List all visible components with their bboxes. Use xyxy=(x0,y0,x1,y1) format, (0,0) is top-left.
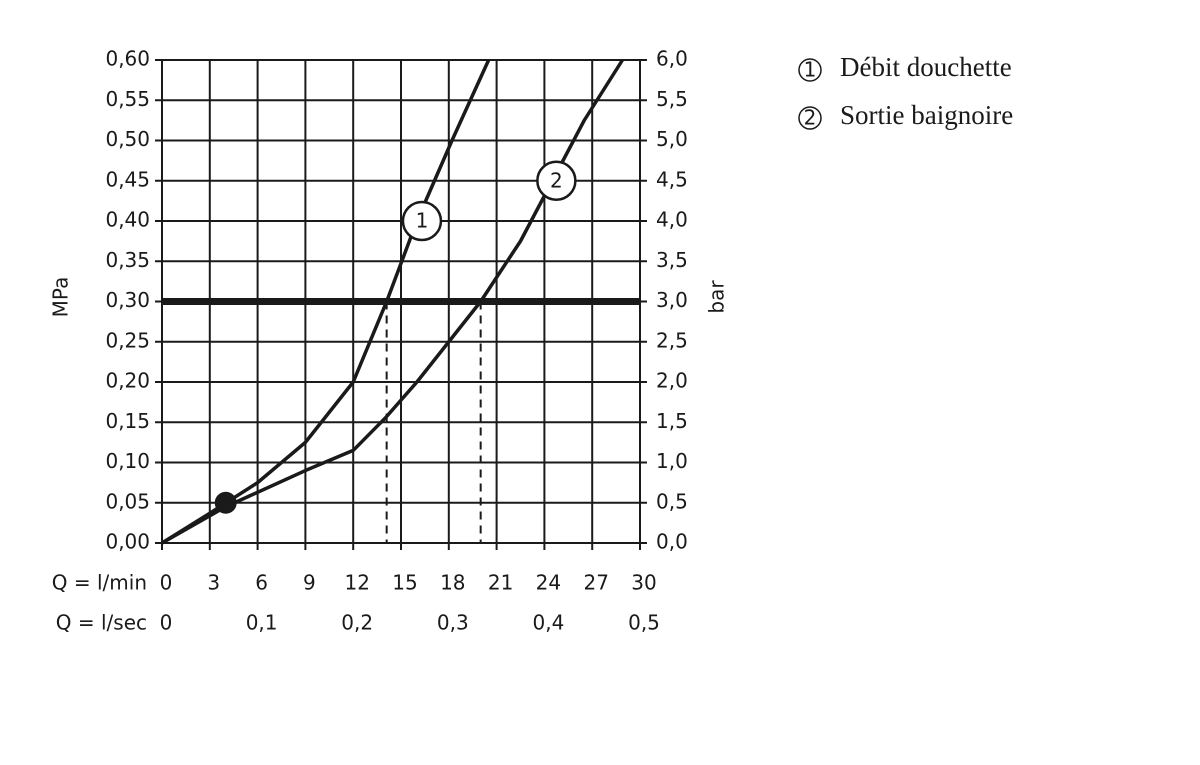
x2-tick-label: 0,4 xyxy=(532,611,564,635)
y-tick-label: 0,20 xyxy=(105,369,150,393)
x-tick-label: 30 xyxy=(631,571,656,595)
y-tick-label: 0,10 xyxy=(105,449,150,473)
curve-label-circle xyxy=(536,160,577,201)
curve-label: 2 xyxy=(550,168,563,192)
x-tick-label: 27 xyxy=(583,571,608,595)
y-tick-label: 0,55 xyxy=(105,87,150,111)
y-tick-label: 0,15 xyxy=(105,409,150,433)
x-axis-label: Q = l/min xyxy=(52,571,147,595)
legend-marker xyxy=(798,58,822,82)
y-tick-label: 0,00 xyxy=(105,530,150,554)
y-tick-label: 0,35 xyxy=(105,248,150,272)
x-tick-label: 18 xyxy=(440,571,465,595)
x-tick-label: 24 xyxy=(536,571,561,595)
y2-tick-label: 2,0 xyxy=(656,369,688,393)
y2-tick-label: 6,0 xyxy=(656,47,688,71)
y-tick-label: 0,05 xyxy=(105,489,150,513)
legend-label: Sortie baignoire xyxy=(840,100,1013,130)
x2-axis-label: Q = l/sec xyxy=(56,611,147,635)
legend-marker xyxy=(798,106,822,130)
y-tick-label: 0,50 xyxy=(105,127,150,151)
curve-label-circle xyxy=(401,200,443,242)
x2-tick-label: 0,3 xyxy=(437,611,469,635)
x-tick-label: 12 xyxy=(344,571,369,595)
y2-tick-label: 0,5 xyxy=(656,489,688,513)
x-tick-label: 15 xyxy=(392,571,417,595)
x-tick-label: 3 xyxy=(207,571,220,595)
curve-label: 1 xyxy=(416,209,429,233)
marker-point xyxy=(214,491,237,514)
y2-tick-label: 3,0 xyxy=(656,288,688,312)
x-tick-label: 9 xyxy=(303,571,316,595)
y-tick-label: 0,60 xyxy=(105,47,150,71)
y2-tick-label: 4,0 xyxy=(656,208,688,232)
y2-axis-label: bar xyxy=(705,280,729,314)
y2-tick-label: 0,0 xyxy=(656,530,688,554)
y2-tick-label: 2,5 xyxy=(656,328,688,352)
legend-marker-label: 2 xyxy=(804,106,817,130)
x2-tick-label: 0,1 xyxy=(246,611,278,635)
y2-tick-label: 1,0 xyxy=(656,449,688,473)
y2-tick-label: 3,5 xyxy=(656,248,688,272)
y2-tick-label: 5,0 xyxy=(656,127,688,151)
x2-tick-label: 0,5 xyxy=(628,611,660,635)
y2-tick-label: 5,5 xyxy=(656,87,688,111)
x-tick-label: 0 xyxy=(160,571,173,595)
y-tick-label: 0,25 xyxy=(105,328,150,352)
y-tick-label: 0,45 xyxy=(105,167,150,191)
y-tick-label: 0,30 xyxy=(105,288,150,312)
x-tick-label: 21 xyxy=(488,571,513,595)
y2-tick-label: 4,5 xyxy=(656,167,688,191)
legend-marker-label: 1 xyxy=(804,58,817,82)
x2-tick-label: 0 xyxy=(160,611,173,635)
y-tick-label: 0,40 xyxy=(105,208,150,232)
x-tick-label: 6 xyxy=(255,571,268,595)
y2-tick-label: 1,5 xyxy=(656,409,688,433)
legend-label: Débit douchette xyxy=(840,52,1012,82)
x2-tick-label: 0,2 xyxy=(341,611,373,635)
y-axis-label: MPa xyxy=(49,277,73,318)
